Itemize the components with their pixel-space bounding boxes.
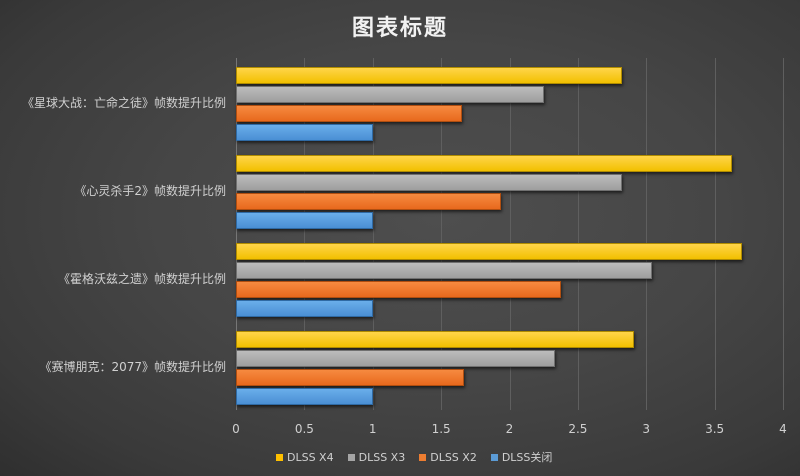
legend-swatch-icon [347, 453, 355, 461]
legend-item: DLSS X4 [276, 451, 334, 464]
bar-dlss-x4 [236, 243, 742, 260]
bar-dlss-x4 [236, 67, 622, 84]
gridline [646, 58, 648, 410]
legend-swatch-icon [490, 453, 498, 461]
gridline [441, 58, 443, 410]
chart-title: 图表标题 [351, 16, 448, 41]
legend-swatch-icon [276, 453, 283, 461]
gridline [372, 58, 374, 410]
bar-dlss-x3 [236, 350, 555, 367]
y-axis-line [236, 58, 237, 410]
x-tick-label: 0 [232, 422, 240, 436]
gridline [577, 58, 579, 410]
x-tick-label: 1.5 [431, 422, 451, 436]
bar-dlss-x3 [236, 86, 544, 103]
bar-dlss-x3 [236, 262, 652, 279]
legend-item: DLSS关闭 [490, 449, 553, 465]
gridline [783, 58, 784, 410]
gridline [714, 58, 716, 410]
x-tick-label: 2 [505, 422, 514, 436]
bar-dlss-x4 [236, 155, 733, 172]
bar-dlss-x2 [236, 281, 562, 298]
bar-dlss-x4 [236, 331, 634, 348]
plot-area [236, 58, 784, 410]
category-label: 《心灵杀手2》帧数提升比例 [74, 184, 226, 198]
bar-dlss关闭 [236, 124, 373, 141]
bar-dlss-x3 [236, 174, 622, 191]
bar-dlss-x2 [236, 105, 462, 122]
bar-dlss-x2 [236, 193, 502, 210]
bar-dlss关闭 [236, 212, 373, 229]
x-tick-label: 4 [779, 422, 787, 436]
x-tick-label: 0.5 [294, 422, 314, 436]
legend-label: DLSS X3 [358, 450, 406, 464]
legend-label: DLSS X2 [430, 450, 477, 464]
x-tick-label: 1 [368, 422, 377, 436]
bar-dlss-x2 [236, 369, 465, 386]
legend-label: DLSS X4 [287, 450, 334, 464]
category-label: 《星球大战：亡命之徒》帧数提升比例 [21, 96, 226, 110]
legend: DLSS X4 DLSS X3 DLSS X2 DLSS关闭 [276, 449, 552, 465]
bar-dlss关闭 [236, 300, 373, 317]
bar-dlss关闭 [236, 388, 373, 405]
gridline [509, 58, 511, 410]
gridline [304, 58, 306, 410]
x-tick-label: 2.5 [568, 422, 588, 436]
legend-label: DLSS关闭 [501, 451, 553, 464]
category-label: 《霍格沃兹之遗》帧数提升比例 [57, 272, 226, 286]
x-tick-label: 3 [642, 422, 651, 436]
legend-swatch-icon [419, 453, 427, 461]
legend-item: DLSS X3 [347, 450, 406, 464]
category-label: 《赛博朋克：2077》帧数提升比例 [39, 360, 226, 374]
x-tick-label: 3.5 [705, 422, 725, 436]
legend-item: DLSS X2 [419, 451, 477, 464]
